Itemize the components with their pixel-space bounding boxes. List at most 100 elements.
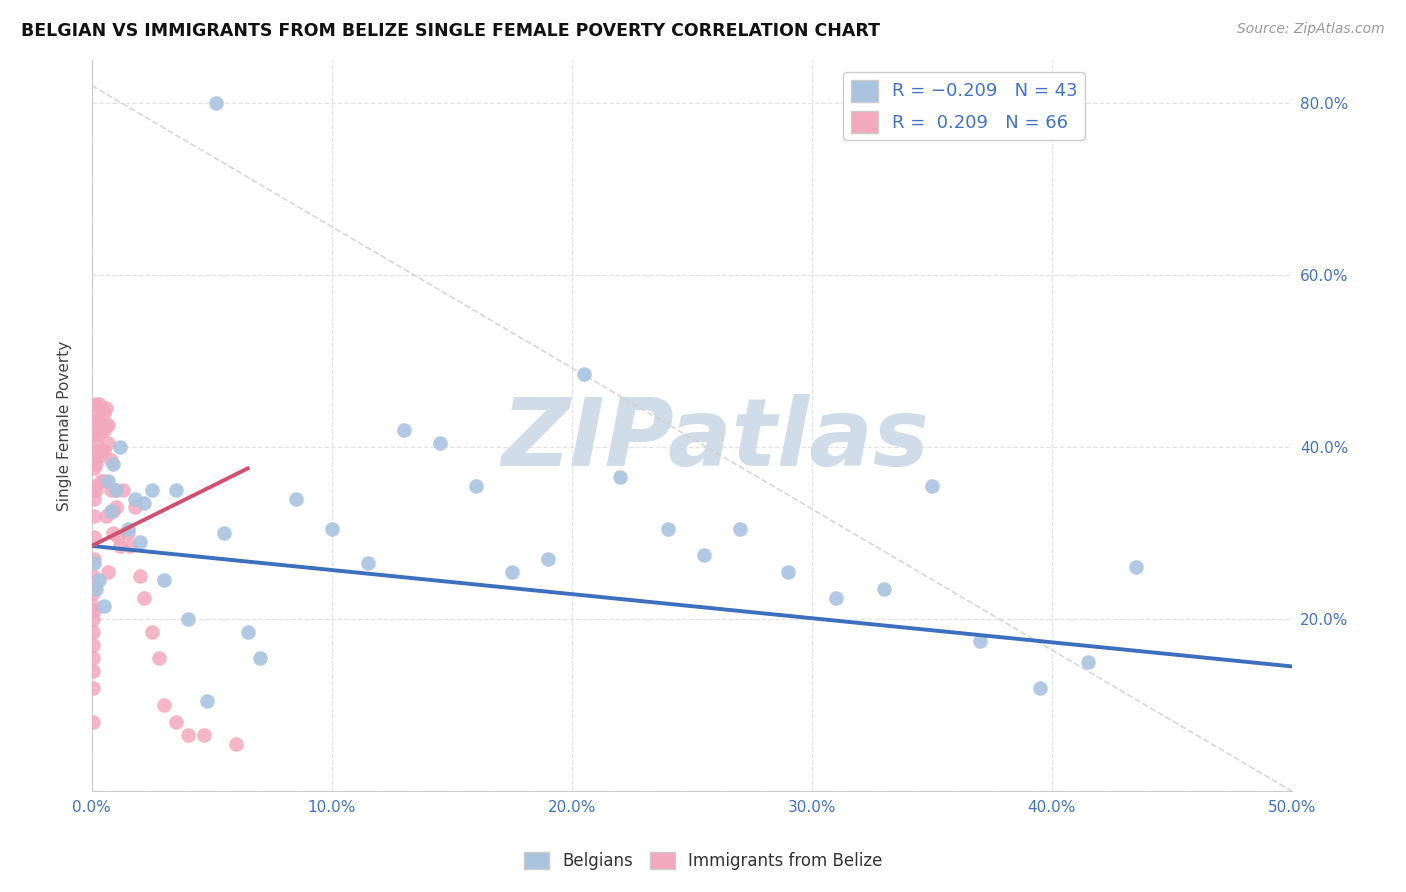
Point	[100, 453, 122, 467]
Point	[110, 440, 132, 454]
Point	[82, 638, 104, 652]
Point	[82, 612, 104, 626]
Point	[82, 650, 104, 665]
Point	[83, 427, 105, 442]
Point	[176, 612, 198, 626]
Point	[83, 478, 105, 492]
Point	[93, 444, 115, 458]
Point	[87, 397, 110, 411]
Point	[141, 625, 163, 640]
Point	[82, 586, 104, 600]
Point	[873, 582, 896, 596]
Point	[97, 565, 120, 579]
Point	[657, 522, 679, 536]
Point	[128, 534, 150, 549]
Point	[236, 625, 259, 640]
Point	[86, 397, 108, 411]
Point	[90, 475, 112, 489]
Point	[134, 496, 156, 510]
Point	[86, 435, 108, 450]
Point	[83, 556, 105, 570]
Point	[93, 423, 115, 437]
Point	[728, 522, 751, 536]
Point	[90, 444, 112, 458]
Point	[249, 650, 271, 665]
Point	[83, 414, 105, 428]
Point	[90, 418, 112, 433]
Legend: Belgians, Immigrants from Belize: Belgians, Immigrants from Belize	[517, 845, 889, 877]
Point	[284, 491, 307, 506]
Point	[152, 574, 174, 588]
Legend: R = −0.209   N = 43, R =  0.209   N = 66: R = −0.209 N = 43, R = 0.209 N = 66	[844, 72, 1085, 140]
Point	[83, 551, 105, 566]
Point	[205, 95, 228, 110]
Point	[103, 504, 125, 518]
Point	[83, 530, 105, 544]
Point	[83, 508, 105, 523]
Point	[83, 401, 105, 416]
Point	[148, 650, 170, 665]
Point	[82, 681, 104, 695]
Point	[501, 565, 523, 579]
Point	[117, 526, 139, 541]
Point	[124, 500, 146, 515]
Point	[111, 483, 134, 497]
Y-axis label: Single Female Poverty: Single Female Poverty	[58, 340, 72, 510]
Point	[392, 423, 415, 437]
Point	[83, 491, 105, 506]
Point	[90, 401, 112, 416]
Point	[86, 483, 108, 497]
Point	[165, 483, 187, 497]
Point	[82, 664, 104, 678]
Point	[1077, 655, 1099, 669]
Point	[87, 449, 110, 463]
Point	[193, 728, 215, 742]
Point	[464, 478, 486, 492]
Point	[117, 522, 139, 536]
Point	[82, 569, 104, 583]
Point	[537, 551, 560, 566]
Point	[87, 414, 110, 428]
Point	[94, 401, 117, 416]
Point	[128, 569, 150, 583]
Point	[104, 483, 127, 497]
Point	[103, 457, 125, 471]
Point	[1125, 560, 1147, 574]
Point	[93, 405, 115, 419]
Point	[87, 427, 110, 442]
Point	[94, 418, 117, 433]
Point	[124, 491, 146, 506]
Point	[86, 457, 108, 471]
Point	[141, 483, 163, 497]
Point	[152, 698, 174, 713]
Point	[93, 475, 115, 489]
Text: Source: ZipAtlas.com: Source: ZipAtlas.com	[1237, 22, 1385, 37]
Point	[693, 548, 716, 562]
Point	[212, 526, 235, 541]
Point	[118, 539, 141, 553]
Point	[100, 483, 122, 497]
Point	[824, 591, 846, 605]
Point	[110, 539, 132, 553]
Point	[86, 582, 108, 596]
Text: ZIPatlas: ZIPatlas	[502, 394, 929, 486]
Point	[87, 574, 110, 588]
Point	[103, 526, 125, 541]
Point	[104, 500, 127, 515]
Point	[82, 599, 104, 614]
Point	[97, 435, 120, 450]
Point	[195, 694, 218, 708]
Point	[83, 461, 105, 475]
Point	[429, 435, 451, 450]
Point	[86, 414, 108, 428]
Point	[165, 715, 187, 730]
Point	[572, 367, 595, 381]
Point	[100, 504, 122, 518]
Text: BELGIAN VS IMMIGRANTS FROM BELIZE SINGLE FEMALE POVERTY CORRELATION CHART: BELGIAN VS IMMIGRANTS FROM BELIZE SINGLE…	[21, 22, 880, 40]
Point	[357, 556, 380, 570]
Point	[83, 577, 105, 591]
Point	[134, 591, 156, 605]
Point	[321, 522, 343, 536]
Point	[97, 475, 120, 489]
Point	[1029, 681, 1052, 695]
